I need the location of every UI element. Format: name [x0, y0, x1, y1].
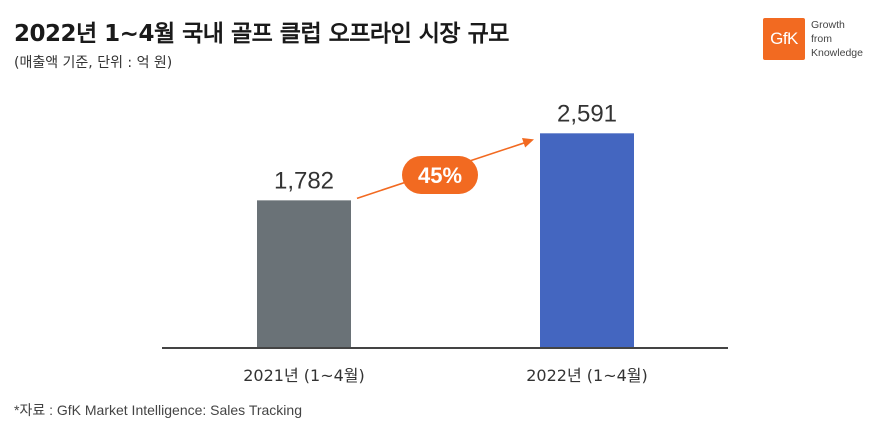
gfk-logo-mark: GfK — [763, 18, 805, 60]
bar-1 — [257, 200, 351, 348]
x-tick-label-2: 2022년 (1~4월) — [526, 366, 648, 385]
growth-badge-label: 45% — [418, 163, 462, 188]
x-tick-label-1: 2021년 (1~4월) — [243, 366, 365, 385]
tagline-line-3: Knowledge — [811, 47, 863, 59]
tagline-line-2: from — [811, 33, 832, 45]
data-label-1: 1,782 — [274, 167, 334, 194]
chart-subtitle: (매출액 기준, 단위 : 억 원) — [14, 55, 173, 71]
growth-arrow-head — [521, 138, 534, 148]
data-label-2: 2,591 — [557, 100, 617, 127]
tagline-line-1: Growth — [811, 19, 845, 31]
bar-2 — [540, 133, 634, 348]
growth-badge — [402, 156, 478, 194]
chart-title: 2022년 1~4월 국내 골프 클럽 오프라인 시장 규모 — [14, 21, 509, 47]
source-note: *자료 : GfK Market Intelligence: Sales Tra… — [14, 402, 302, 418]
gfk-logo-tagline: Growth from Knowledge — [811, 18, 881, 60]
